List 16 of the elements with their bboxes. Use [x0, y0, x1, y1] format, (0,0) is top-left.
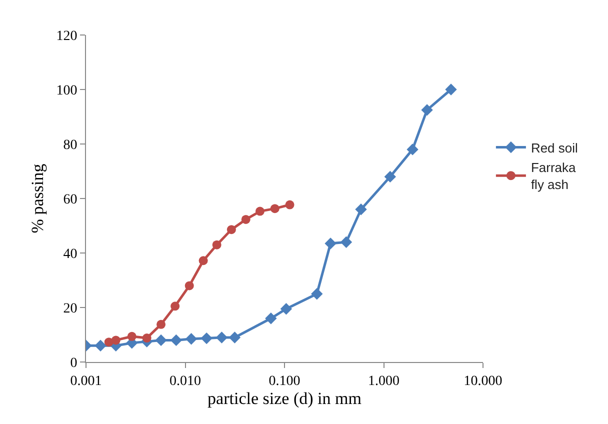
x-tick-label: 1.000: [368, 374, 400, 389]
legend-label: Farraka fly ash: [530, 160, 576, 192]
y-tick-label: 100: [56, 83, 78, 98]
x-tick-label: 0.100: [268, 374, 300, 389]
y-tick-label: 0: [70, 356, 78, 371]
y-tick-label: 20: [63, 301, 78, 316]
y-tick-label: 80: [63, 138, 78, 153]
x-axis-title: particle size (d) in mm: [208, 389, 362, 408]
x-tick-label: 10.000: [464, 374, 502, 389]
y-tick-label: 60: [63, 192, 78, 208]
y-axis-title: % passing: [28, 163, 47, 234]
y-tick-label: 40: [63, 246, 78, 262]
y-tick-label: 120: [56, 28, 78, 44]
x-tick-label: 0.001: [70, 374, 102, 389]
legend-label: Red soil: [530, 140, 578, 156]
x-tick-label: 0.010: [170, 374, 201, 389]
